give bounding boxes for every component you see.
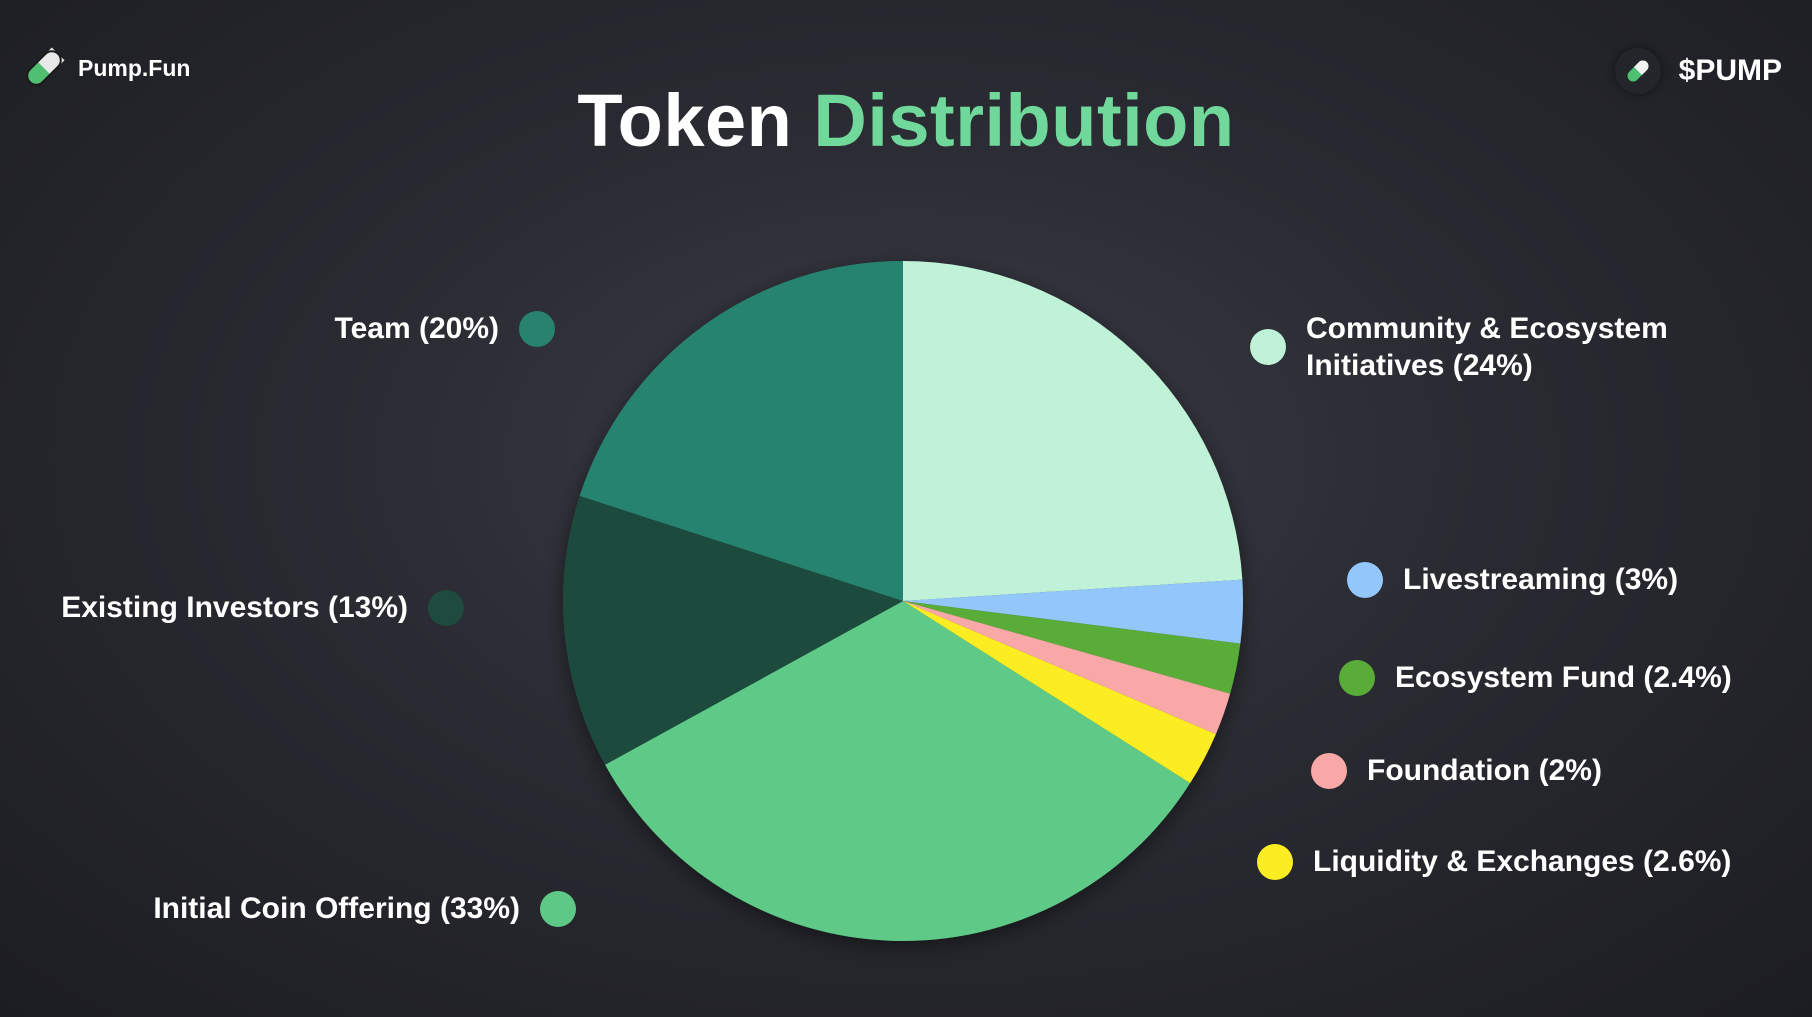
pill-icon [1627,60,1649,82]
ticker-label: $PUMP [1678,54,1782,87]
pie-slice-1 [903,579,1243,644]
ticker-badge: $PUMP [1614,48,1782,94]
legend-dot [1347,561,1383,598]
legend-label: Team (20%) [334,312,499,345]
title-word-2: Distribution [813,79,1235,162]
legend-dot [519,310,555,347]
pie-slice-0 [903,261,1243,601]
legend-item: Existing Investors (13%) [61,589,464,626]
pie-slice-6 [563,495,903,765]
legend-label: Foundation (2%) [1367,754,1602,787]
ticker-icon-container [1614,48,1661,94]
pie-slice-4 [903,601,1216,784]
legend-label: Liquidity & Exchanges (2.6%) [1313,845,1732,878]
pie-slice-5 [605,601,1191,942]
pie-slice-3 [903,601,1231,735]
brand-logo: Pump.Fun [20,44,190,92]
legend-label: Ecosystem Fund (2.4%) [1395,661,1732,694]
legend-item: Team (20%) [334,310,555,347]
legend-label: Existing Investors (13%) [61,591,408,624]
legend-dot [1311,752,1347,789]
legend-item: Community & Ecosystem Initiatives (24%) [1250,310,1726,384]
pill-icon [26,47,65,86]
legend-label: Community & Ecosystem Initiatives (24%) [1306,312,1668,382]
legend-item: Initial Coin Offering (33%) [153,890,576,927]
legend-dot [1339,659,1375,696]
legend-dot [428,589,464,626]
legend-item: Liquidity & Exchanges (2.6%) [1257,843,1731,880]
legend-item: Foundation (2%) [1311,752,1602,789]
legend-item: Livestreaming (3%) [1347,561,1678,598]
pie-slice-7 [579,261,903,601]
pie-slice-2 [903,601,1241,694]
legend-label: Initial Coin Offering (33%) [153,892,520,925]
page-title: Token Distribution [0,78,1812,163]
legend-dot [1250,329,1286,365]
legend-dot [1257,843,1293,880]
legend-label: Livestreaming (3%) [1403,563,1679,596]
brand-name: Pump.Fun [78,54,191,81]
legend-item: Ecosystem Fund (2.4%) [1339,659,1732,696]
title-word-1: Token [577,79,793,162]
legend-dot [540,890,576,927]
